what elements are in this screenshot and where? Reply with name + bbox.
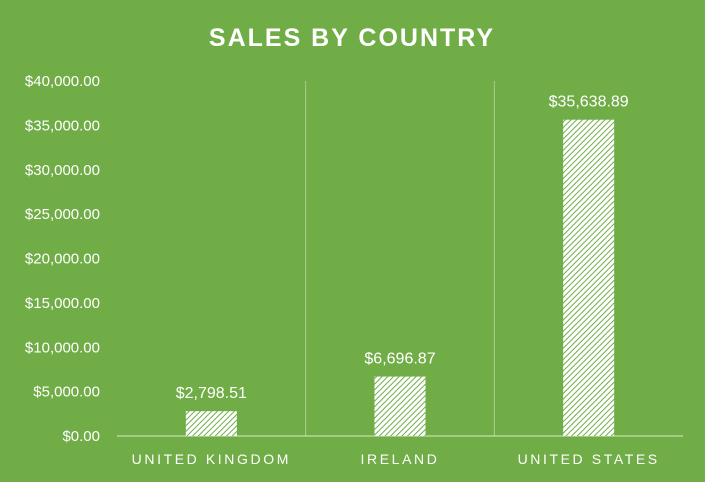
chart-title: SALES BY COUNTRY (209, 24, 495, 52)
y-tick-label: $0.00 (62, 428, 100, 445)
x-category-label: IRELAND (361, 451, 440, 467)
y-tick-label: $10,000.00 (25, 339, 100, 356)
data-label: $2,798.51 (176, 385, 247, 402)
bar (563, 119, 615, 437)
x-category-label: UNITED KINGDOM (132, 451, 291, 467)
bars (185, 119, 615, 437)
y-axis-ticks: $0.00 $5,000.00 $10,000.00 $15,000.00 $20,00… (25, 73, 100, 445)
y-tick-label: $20,000.00 (25, 251, 100, 268)
data-label: $6,696.87 (364, 351, 435, 368)
y-tick-label: $25,000.00 (25, 206, 100, 223)
bar (185, 411, 237, 436)
x-category-label: UNITED STATES (518, 451, 660, 467)
y-tick-label: $40,000.00 (25, 73, 100, 90)
y-tick-label: $35,000.00 (25, 117, 100, 134)
y-tick-label: $5,000.00 (33, 384, 100, 401)
data-labels: $2,798.51 $6,696.87 $35,638.89 (176, 94, 629, 402)
data-label: $35,638.89 (549, 94, 629, 111)
y-tick-label: $30,000.00 (25, 162, 100, 179)
bar (374, 376, 426, 436)
y-tick-label: $15,000.00 (25, 295, 100, 312)
x-axis-categories: UNITED KINGDOM IRELAND UNITED STATES (132, 451, 660, 467)
